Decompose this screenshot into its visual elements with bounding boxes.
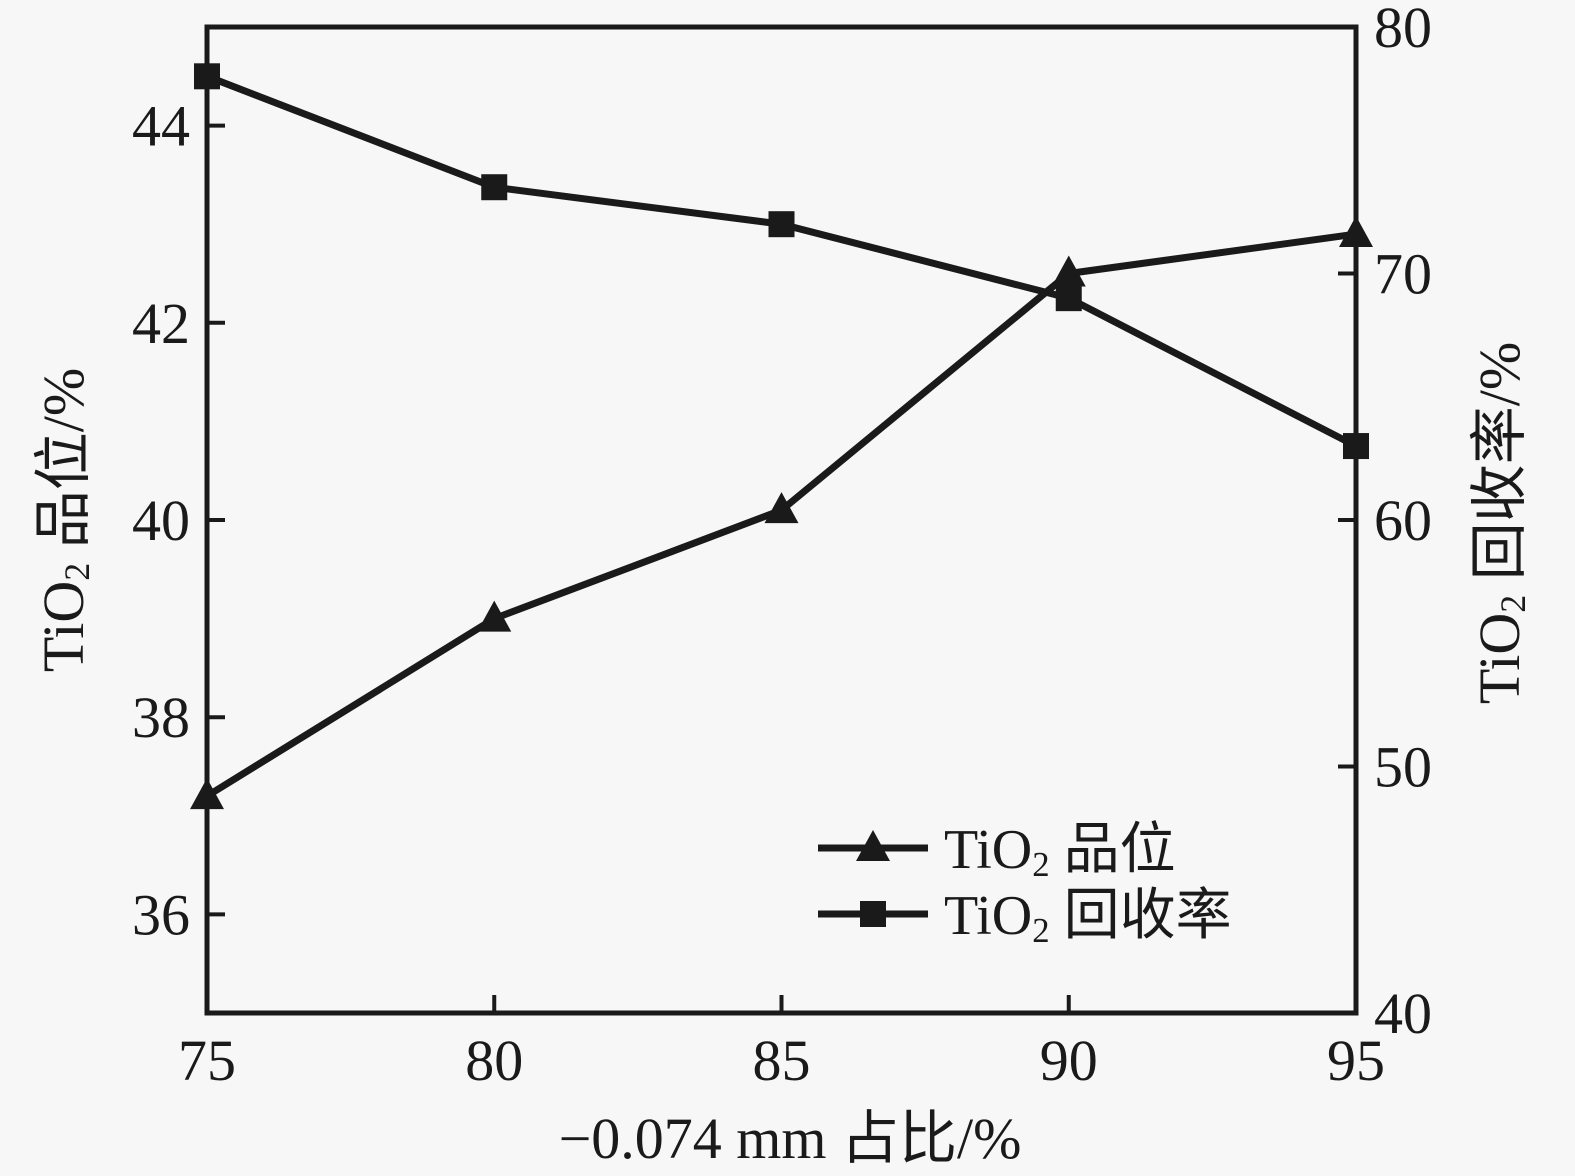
grade-series-marker [1339, 216, 1373, 248]
legend-triangle-icon [856, 830, 890, 861]
recovery-series [194, 63, 1369, 460]
right-axis-tick-label: 40 [1374, 981, 1432, 1046]
recovery-series-marker [1343, 433, 1369, 460]
legend-label-grade: TiO2 品位 [944, 819, 1176, 884]
grade-series-marker [764, 492, 799, 524]
x-axis-tick-label: 85 [753, 1028, 811, 1093]
left-axis-title: TiO2 品位/% [31, 368, 98, 672]
right-axis-tick-label: 50 [1374, 734, 1432, 799]
x-axis-tick-label: 75 [178, 1028, 236, 1093]
left-axis-tick-label: 44 [132, 93, 190, 158]
x-axis-tick-label: 95 [1327, 1028, 1385, 1093]
left-axis-tick-label: 42 [132, 290, 190, 355]
recovery-series-marker [481, 174, 508, 201]
recovery-series-marker [194, 63, 220, 90]
grade-series-marker [477, 600, 512, 632]
grade-series [190, 216, 1373, 810]
right-axis-title: TiO2 回收率/% [1467, 342, 1534, 704]
left-axis-tick-label: 36 [132, 882, 190, 947]
recovery-series-marker [1055, 285, 1082, 312]
left-axis-tick-label: 40 [132, 488, 190, 553]
right-axis-tick-label: 70 [1374, 241, 1432, 306]
recovery-series-marker [768, 211, 795, 238]
legend-entry-recovery: TiO2 回收率 [818, 885, 1232, 950]
legend-entry-grade: TiO2 品位 [818, 819, 1176, 884]
grade-series-marker [1051, 255, 1086, 287]
grade-series-marker [190, 778, 224, 810]
x-axis-title: −0.074 mm 占比/% [559, 1106, 1022, 1171]
legend-label-recovery: TiO2 回收率 [944, 885, 1232, 950]
left-axis-tick-label: 38 [132, 685, 190, 750]
right-axis-tick-label: 80 [1374, 0, 1432, 60]
x-axis-tick-label: 90 [1040, 1028, 1098, 1093]
legend-square-icon [860, 901, 886, 927]
x-axis-tick-label: 80 [465, 1028, 523, 1093]
right-axis-tick-label: 60 [1374, 488, 1432, 553]
